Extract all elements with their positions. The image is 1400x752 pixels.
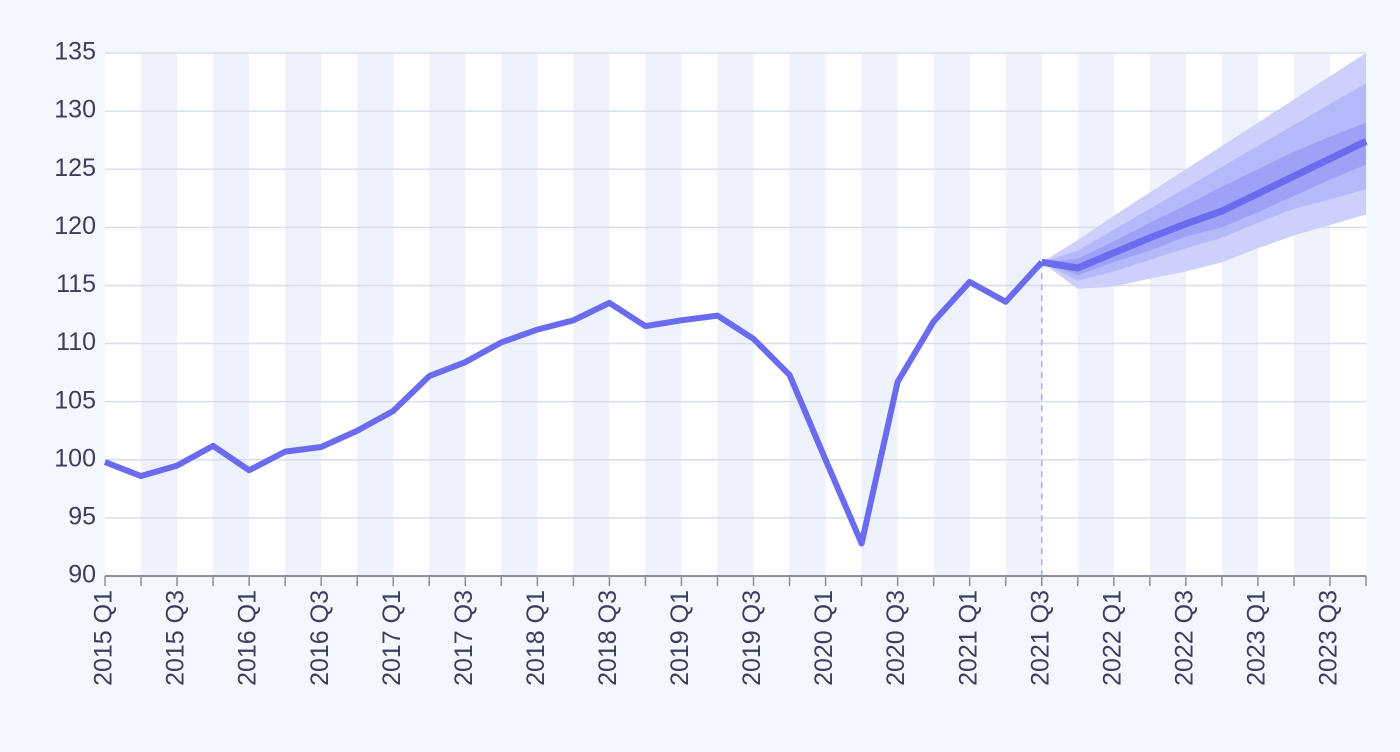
x-tick-label: 2017 Q1 — [378, 590, 406, 686]
y-tick-label: 110 — [56, 328, 96, 356]
column-stripe — [1185, 53, 1222, 576]
x-tick-label: 2020 Q3 — [882, 590, 910, 686]
x-tick-label: 2016 Q3 — [306, 590, 334, 686]
x-tick-label: 2015 Q3 — [162, 590, 190, 686]
column-stripe — [537, 53, 574, 576]
x-tick-label: 2017 Q3 — [450, 590, 478, 686]
forecast-band — [1041, 83, 1366, 281]
column-stripe — [789, 53, 826, 576]
column-stripe — [429, 53, 466, 576]
column-stripe — [465, 53, 502, 576]
y-tick-label: 130 — [54, 96, 96, 124]
y-tick-label: 100 — [54, 444, 96, 472]
y-tick-label: 90 — [68, 561, 96, 589]
x-tick-label: 2018 Q3 — [594, 590, 622, 686]
x-tick-label: 2022 Q1 — [1098, 590, 1126, 686]
column-stripe — [1149, 53, 1186, 576]
x-tick-label: 2019 Q3 — [738, 590, 766, 686]
column-stripe — [177, 53, 214, 576]
column-stripe — [753, 53, 790, 576]
x-tick-label: 2020 Q1 — [810, 590, 838, 686]
data-line — [103, 260, 1044, 547]
column-stripe — [1077, 53, 1114, 576]
column-stripe — [249, 53, 286, 576]
forecast-band — [1041, 122, 1366, 275]
data-line — [1041, 138, 1368, 272]
x-tick-label: 2022 Q3 — [1170, 590, 1198, 686]
column-stripe — [861, 53, 898, 576]
column-stripe — [321, 53, 358, 576]
column-stripe — [105, 53, 142, 576]
column-stripe — [1113, 53, 1150, 576]
column-stripe — [285, 53, 322, 576]
y-tick-label: 105 — [54, 386, 96, 414]
column-stripe — [969, 53, 1006, 576]
y-tick-label: 125 — [54, 154, 96, 182]
x-tick-label: 2021 Q1 — [954, 590, 982, 686]
x-tick-label: 2015 Q1 — [90, 590, 118, 686]
column-stripe — [501, 53, 538, 576]
x-tick-label: 2021 Q3 — [1026, 590, 1054, 686]
column-stripe — [141, 53, 178, 576]
column-stripe — [1041, 53, 1078, 576]
x-tick-label: 2016 Q1 — [234, 590, 262, 686]
column-stripe — [393, 53, 430, 576]
column-stripe — [1005, 53, 1042, 576]
y-tick-label: 115 — [56, 270, 96, 298]
column-stripe — [897, 53, 934, 576]
x-tick-label: 2019 Q1 — [666, 590, 694, 686]
x-tick-label: 2023 Q1 — [1243, 590, 1271, 686]
y-tick-label: 95 — [68, 502, 96, 530]
column-stripe — [717, 53, 754, 576]
y-tick-label: 135 — [54, 38, 96, 66]
y-tick-label: 120 — [54, 212, 96, 240]
x-tick-label: 2018 Q1 — [522, 590, 550, 686]
x-tick-label: 2023 Q3 — [1315, 590, 1343, 686]
column-stripe — [213, 53, 250, 576]
column-stripe — [357, 53, 394, 576]
column-stripe — [825, 53, 862, 576]
column-stripe — [645, 53, 682, 576]
